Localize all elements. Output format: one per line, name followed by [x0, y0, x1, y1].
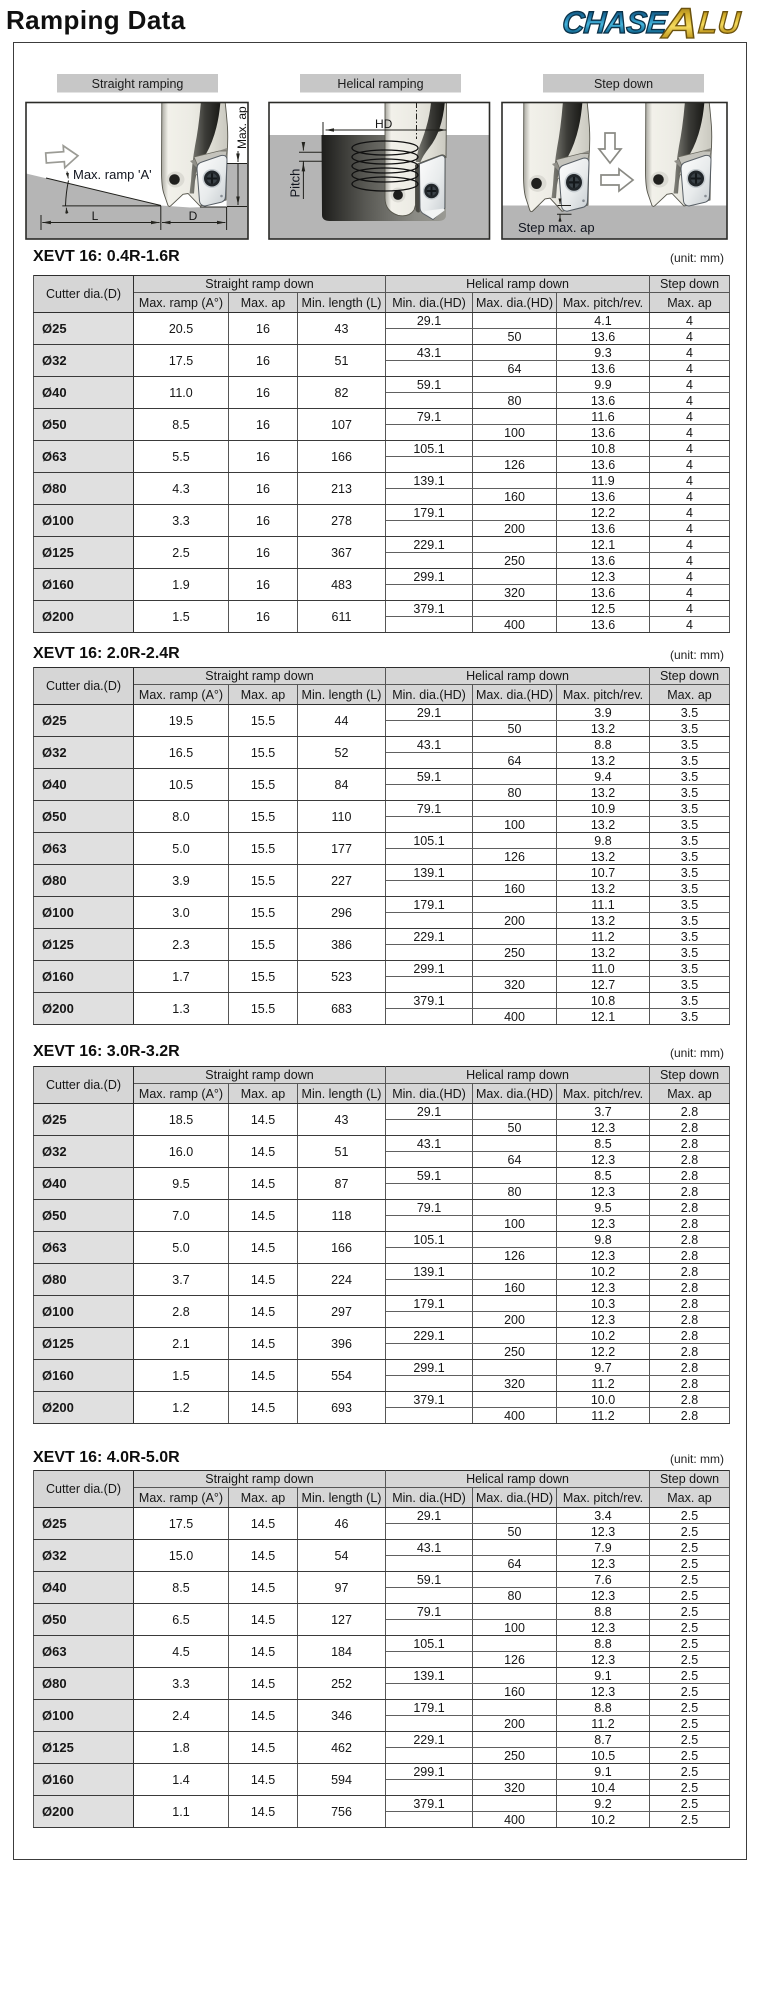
svg-text:Max. ramp 'A': Max. ramp 'A' — [73, 167, 152, 182]
svg-text:Helical ramping: Helical ramping — [337, 77, 423, 91]
svg-text:Step down: Step down — [594, 77, 653, 91]
svg-text:Max. ap: Max. ap — [235, 106, 249, 149]
svg-text:LU: LU — [697, 5, 743, 40]
svg-text:L: L — [92, 209, 99, 223]
svg-text:CHASE: CHASE — [561, 5, 669, 40]
svg-text:Pitch: Pitch — [288, 169, 303, 198]
svg-text:HD: HD — [375, 117, 393, 131]
svg-text:Step max. ap: Step max. ap — [518, 220, 595, 235]
svg-text:D: D — [189, 209, 198, 223]
svg-text:Straight ramping: Straight ramping — [92, 77, 184, 91]
svg-text:A: A — [659, 0, 700, 46]
